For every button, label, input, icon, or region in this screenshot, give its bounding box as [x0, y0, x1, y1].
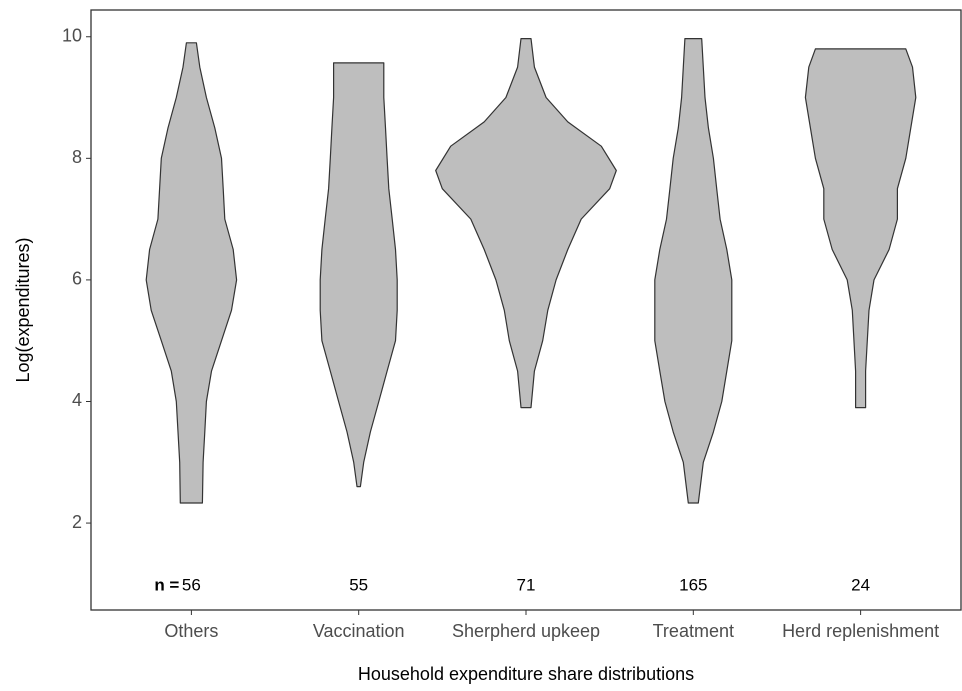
violin — [145, 42, 238, 504]
x-tick-label: Herd replenishment — [782, 621, 939, 641]
x-tick-label: Others — [164, 621, 218, 641]
x-tick-label: Sherpherd upkeep — [452, 621, 600, 641]
count-label: 71 — [517, 575, 536, 594]
y-axis-title: Log(expenditures) — [13, 237, 33, 382]
x-tick-label: Vaccination — [313, 621, 405, 641]
y-tick-label: 8 — [72, 147, 82, 167]
count-label: 56 — [182, 575, 201, 594]
count-label: 55 — [349, 575, 368, 594]
violin — [435, 38, 617, 409]
y-tick-label: 6 — [72, 269, 82, 289]
violin — [319, 62, 398, 488]
count-label: 165 — [679, 575, 707, 594]
y-tick-label: 2 — [72, 512, 82, 532]
x-tick-label: Treatment — [653, 621, 734, 641]
n-label: n = — [154, 575, 179, 594]
y-tick-label: 10 — [62, 25, 82, 45]
violin — [804, 48, 917, 409]
count-label: 24 — [851, 575, 870, 594]
y-tick-label: 4 — [72, 390, 82, 410]
violin — [654, 38, 733, 504]
x-axis-title: Household expenditure share distribution… — [358, 664, 694, 684]
